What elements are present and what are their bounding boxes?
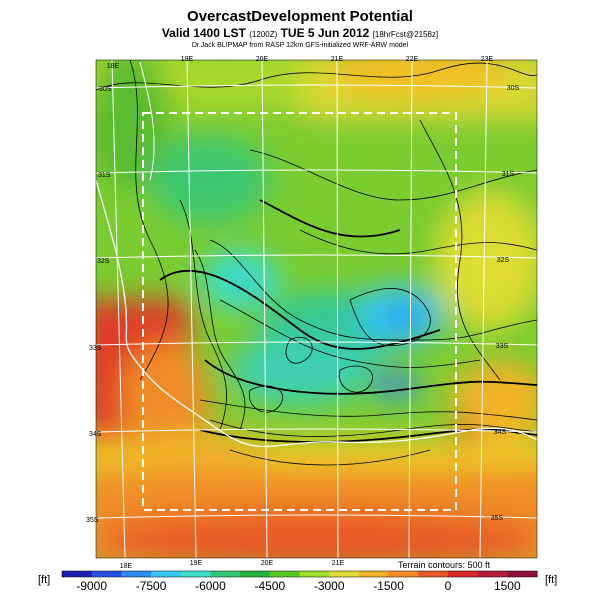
province-border	[139, 61, 155, 181]
colorbar-swatch	[180, 571, 211, 577]
colorbar-swatch	[240, 571, 271, 577]
lon-label-top: 21E	[331, 56, 344, 63]
colorbar-swatch	[447, 571, 479, 577]
colorbar-tick-label: -4500	[254, 579, 286, 593]
unit-label-left: [ft]	[38, 574, 51, 586]
colorbar-swatch	[62, 571, 93, 577]
colorbar-tick-label: -3000	[313, 579, 345, 593]
lat-label-left: 31S	[98, 172, 111, 179]
coastline	[96, 179, 537, 448]
colorbar-swatch	[269, 571, 300, 577]
lat-label-left: 32S	[97, 258, 110, 265]
lon-label-top: 23E	[481, 56, 494, 63]
model-credit: Dr.Jack BLIPMAP from RASP 12km GFS-initi…	[191, 42, 409, 49]
colorbar-swatch	[151, 571, 182, 577]
lat-label-left: 34S	[89, 431, 102, 438]
map-frame	[95, 59, 538, 559]
colorbar-tick-label: -9000	[76, 579, 108, 593]
lat-label-right: 32S	[497, 257, 510, 264]
lon-label-top: 18E	[107, 63, 120, 70]
lon-label-bottom: 19E	[190, 560, 203, 567]
lon-label-top: 20E	[256, 56, 269, 63]
lon-label-bottom: 18E	[120, 563, 133, 570]
colorbar-swatch	[299, 571, 330, 577]
terrain-contours	[96, 60, 537, 466]
lon-label-top: 19E	[181, 56, 194, 63]
colorbar-swatch	[91, 571, 122, 577]
lat-label-right: 33S	[496, 343, 509, 350]
lat-label-left: 33S	[89, 345, 102, 352]
major-contours	[159, 199, 537, 443]
unit-label-right: [ft]	[545, 574, 558, 586]
lat-label-right: 34S	[494, 429, 507, 436]
colorbar-tick-label: -1500	[373, 579, 404, 593]
colorbar-tick-label: 1500	[493, 579, 521, 593]
latlon-grid	[96, 60, 537, 558]
lat-label-left: 35S	[86, 517, 99, 524]
colorbar-swatch	[477, 571, 508, 577]
inner-domain-box	[142, 112, 457, 511]
map-title: OvercastDevelopment Potential	[187, 8, 413, 25]
colorbar-swatch	[388, 571, 419, 577]
lon-label-top: 22E	[406, 56, 419, 63]
map-subtitle: Valid 1400 LST (1200Z) TUE 5 Jun 2012 [1…	[161, 26, 439, 40]
lat-label-right: 35S	[491, 515, 504, 522]
colorbar-tick-label: -6000	[195, 579, 226, 593]
terrain-note: Terrain contours: 500 ft	[398, 560, 491, 570]
colorbar	[61, 570, 538, 578]
lon-label-bottom: 20E	[261, 560, 274, 567]
colorbar-swatch	[121, 571, 152, 577]
lon-label-bottom: 21E	[332, 560, 345, 567]
lat-label-left: 30S	[99, 86, 112, 93]
colorbar-swatch	[418, 571, 449, 577]
colorbar-swatch	[507, 571, 538, 577]
colorbar-swatch	[329, 571, 360, 577]
colorbar-swatch	[210, 571, 241, 577]
colorbar-tick-label: 0	[444, 579, 452, 593]
map-field	[96, 60, 537, 558]
lat-label-right: 30S	[507, 85, 520, 92]
colorbar-swatch	[358, 571, 390, 577]
colorbar-tick-label: -7500	[135, 579, 167, 593]
lat-label-right: 31S	[502, 171, 515, 178]
